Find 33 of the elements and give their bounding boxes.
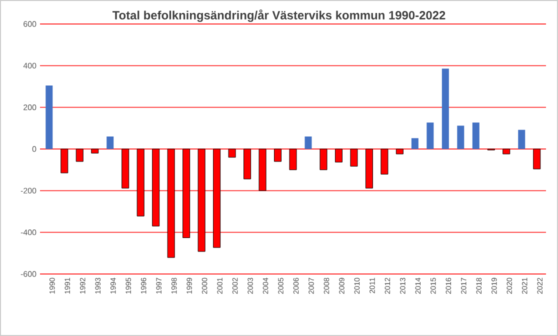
bar xyxy=(518,130,526,150)
bar xyxy=(274,148,282,162)
bar xyxy=(502,148,510,154)
bar xyxy=(91,148,99,154)
bar xyxy=(167,148,175,258)
bar xyxy=(122,148,130,188)
chart-title: Total befolkningsändring/år Västerviks kommun 1990-2022 xyxy=(112,10,446,22)
bar xyxy=(198,148,206,252)
bar xyxy=(106,136,114,150)
bar xyxy=(228,148,236,158)
bar xyxy=(350,148,358,167)
bar xyxy=(304,136,312,150)
bar xyxy=(76,148,84,162)
bar xyxy=(442,68,449,150)
bar xyxy=(46,85,53,150)
bar xyxy=(182,148,190,238)
bar xyxy=(396,148,404,154)
bar xyxy=(258,148,266,191)
bar xyxy=(152,148,160,226)
bar xyxy=(457,126,464,150)
bar xyxy=(380,148,388,174)
bar xyxy=(472,122,480,150)
bar xyxy=(320,148,328,170)
bar xyxy=(426,122,434,150)
bar xyxy=(244,148,252,180)
bar xyxy=(411,138,418,150)
bar xyxy=(533,148,541,170)
bar xyxy=(136,148,144,216)
bar xyxy=(289,148,297,170)
bar xyxy=(365,148,373,188)
bar xyxy=(213,148,221,248)
bar xyxy=(60,148,68,174)
bar xyxy=(334,148,342,162)
